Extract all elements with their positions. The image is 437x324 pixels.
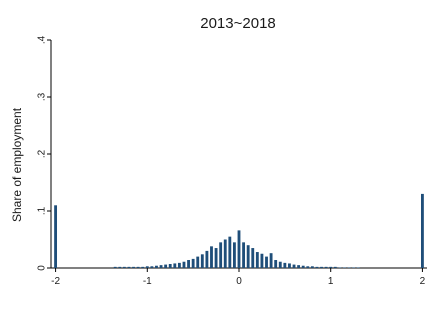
histogram-bar <box>196 256 200 268</box>
histogram-bar <box>136 266 140 268</box>
histogram-bar <box>113 266 117 268</box>
histogram-bar <box>283 262 287 268</box>
histogram-bar <box>255 252 259 268</box>
x-tick-label: 0 <box>236 276 242 287</box>
histogram-bar <box>246 245 250 268</box>
histogram-bar <box>260 253 264 268</box>
histogram-bar <box>159 265 163 268</box>
histogram-bar <box>320 266 323 268</box>
histogram-bar <box>301 265 305 268</box>
histogram-bar <box>200 254 204 268</box>
histogram-bar <box>347 267 351 269</box>
histogram-bar <box>145 266 149 268</box>
histogram-bar <box>315 266 319 268</box>
histogram-bar <box>210 246 213 268</box>
histogram-bar <box>306 266 310 268</box>
histogram-bar <box>338 267 342 269</box>
histogram-bar <box>297 265 301 268</box>
plot-area: 0 .1 .2 .3 .4 -2 -1 0 1 2 <box>37 35 427 287</box>
histogram-bar <box>132 266 135 268</box>
histogram-bar <box>182 261 186 268</box>
histogram-bar <box>420 193 424 268</box>
histogram-bar <box>122 266 126 268</box>
histogram-bar <box>265 256 268 268</box>
histogram-bar <box>187 260 190 268</box>
histogram-bar <box>251 248 255 268</box>
histogram-bar <box>324 266 328 268</box>
chart-title: 2013~2018 <box>200 15 276 32</box>
histogram-bar <box>228 236 232 268</box>
y-tick-label: .1 <box>37 206 48 215</box>
histogram-bar <box>150 266 154 268</box>
y-tick-label: .2 <box>37 149 48 158</box>
x-tick-label: 2 <box>420 276 426 287</box>
histogram-bar <box>141 266 145 268</box>
x-tick-label: -1 <box>143 276 152 287</box>
histogram-bar <box>232 242 236 268</box>
y-tick-label: .3 <box>37 92 48 101</box>
histogram-bar <box>191 258 195 268</box>
histogram-bar <box>274 260 278 268</box>
histogram-bar <box>288 263 291 268</box>
histogram-bar <box>269 253 273 268</box>
histogram-bar <box>155 265 158 268</box>
histogram-bar <box>333 266 337 268</box>
histogram-bar <box>168 264 172 268</box>
histogram-bar <box>352 267 356 269</box>
y-axis-label: Share of employment <box>10 107 24 222</box>
histogram-bar <box>214 248 218 268</box>
histogram-bar <box>177 262 181 268</box>
x-tick-label: -2 <box>51 276 60 287</box>
histogram-bar <box>237 230 241 268</box>
x-tick-label: 1 <box>328 276 334 287</box>
histogram-bar <box>164 264 168 268</box>
histogram-bar <box>205 250 209 268</box>
histogram-bar <box>173 263 177 268</box>
histogram-bar <box>54 205 58 268</box>
histogram-bar <box>223 239 227 268</box>
histogram-bar <box>242 242 246 268</box>
histogram-bar <box>219 242 223 268</box>
histogram-bar <box>118 266 122 268</box>
y-tick-label: 0 <box>37 265 48 271</box>
histogram-bar <box>292 264 296 268</box>
histogram-bar <box>329 266 333 268</box>
histogram-bar <box>356 267 360 269</box>
histogram-bar <box>310 266 314 268</box>
histogram-bar <box>127 266 131 268</box>
y-tick-label: .4 <box>37 35 48 44</box>
histogram-bar <box>278 261 282 268</box>
histogram-bar <box>343 267 346 269</box>
